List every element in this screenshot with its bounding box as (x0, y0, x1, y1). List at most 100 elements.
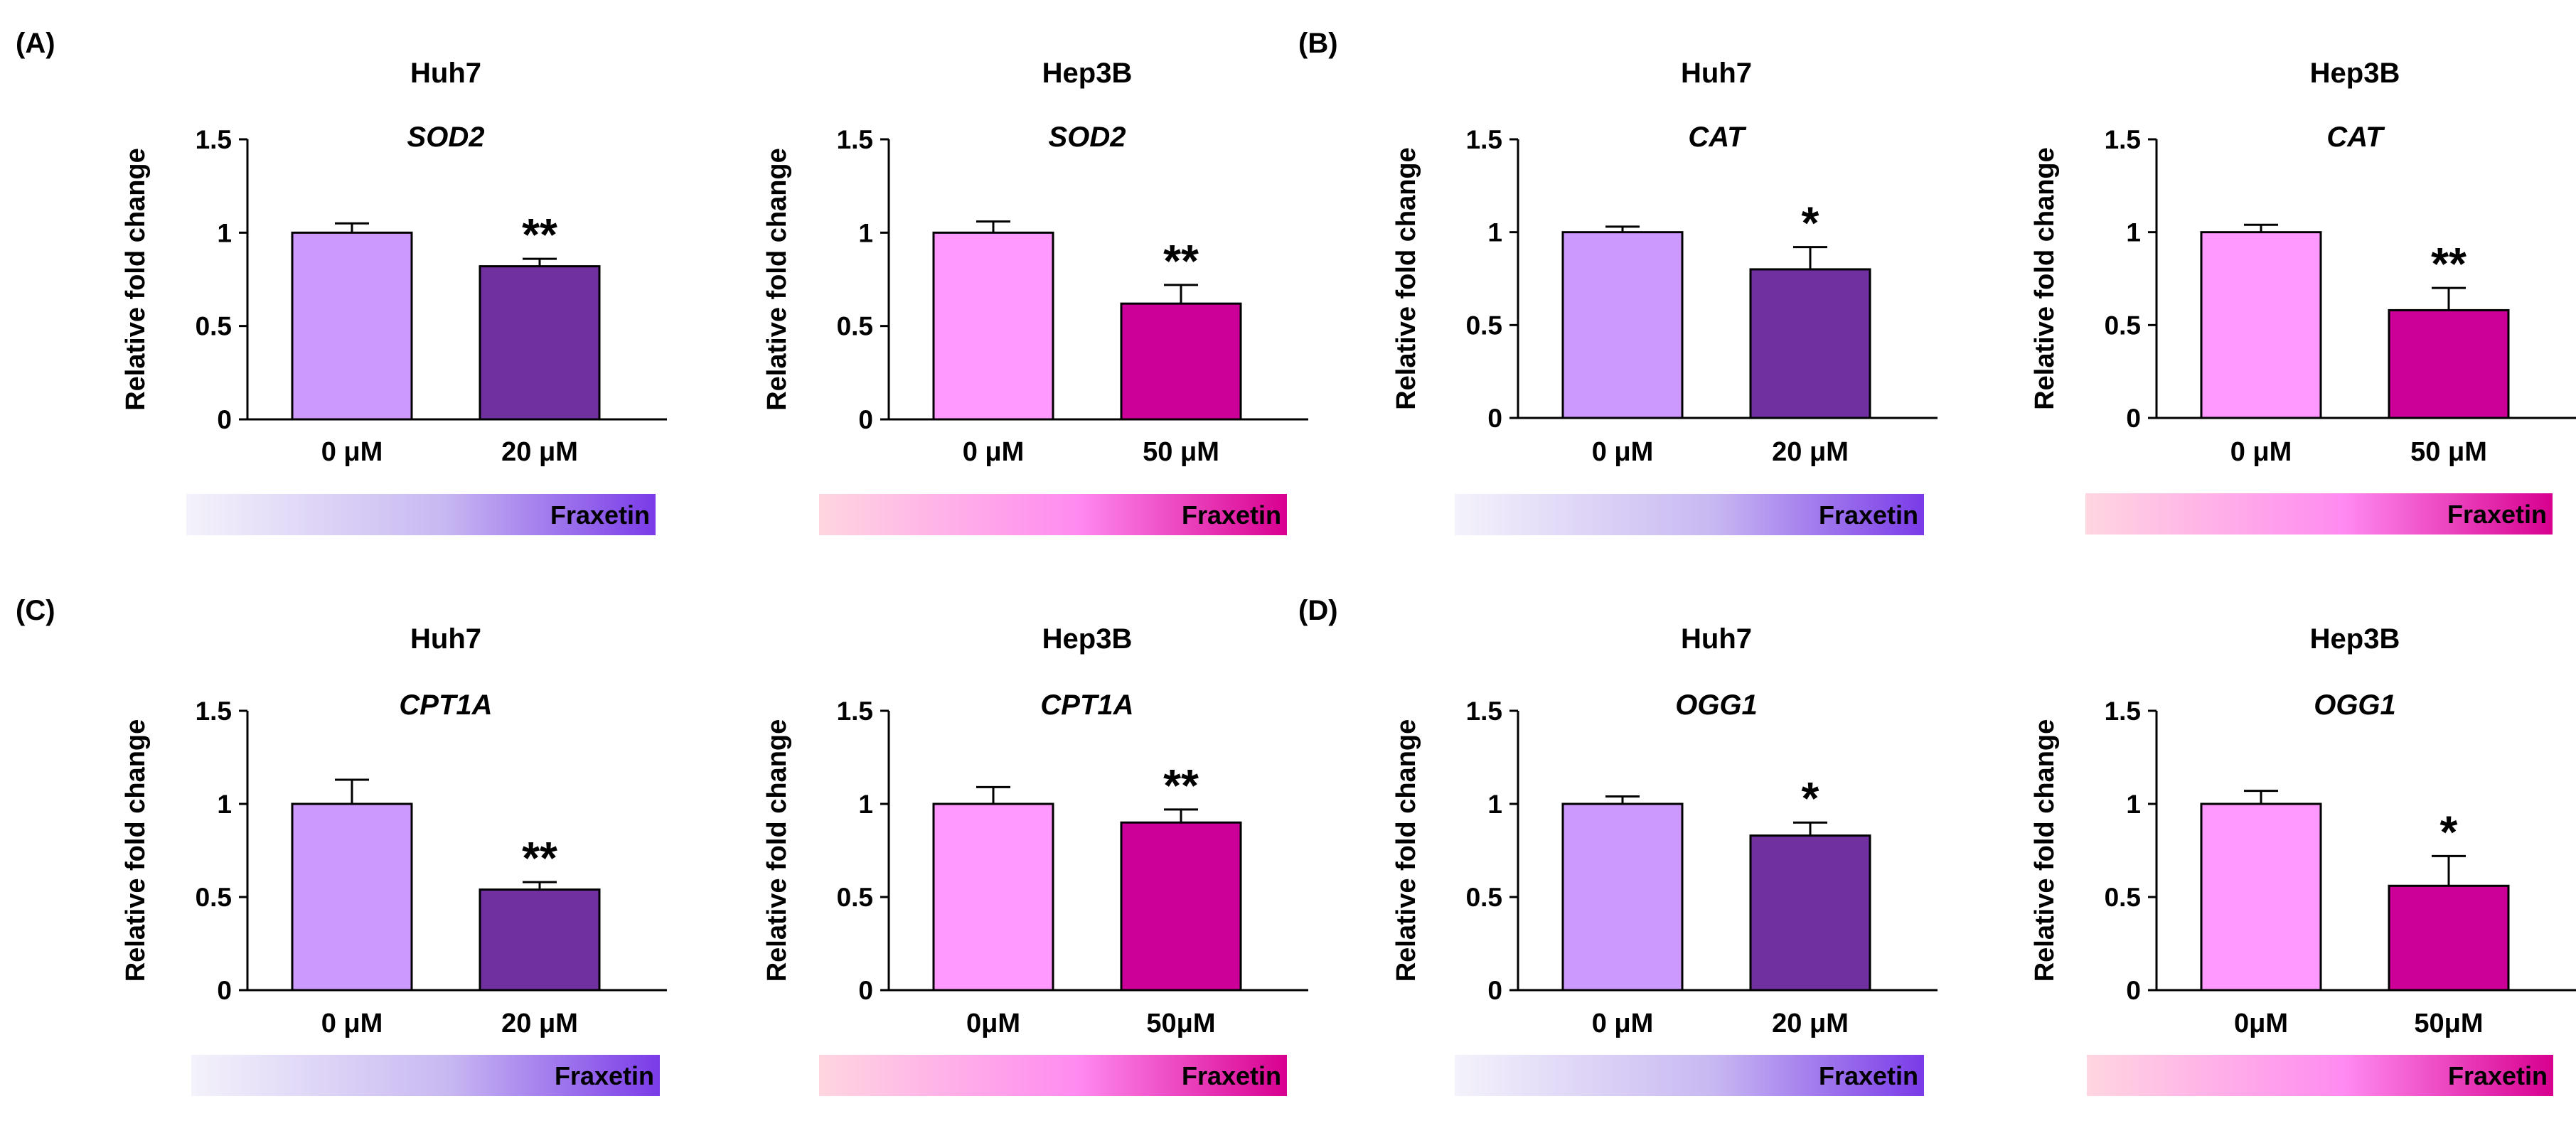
y-tick-label: 1 (217, 218, 232, 247)
bar-control (291, 231, 413, 421)
fraxetin-gradient-band: Fraxetin (819, 1055, 1287, 1096)
x-category-label: 50μM (1146, 1009, 1215, 1038)
y-axis-label: Relative fold change (1391, 147, 1421, 410)
significance-marker: ** (1163, 235, 1199, 286)
cell-line-title: Huh7 (410, 623, 481, 655)
y-tick-label: 0.5 (1466, 883, 1502, 912)
x-category-label: 50 μM (1143, 437, 1219, 467)
gene-title: CAT (1688, 122, 1747, 153)
bar-treated (1120, 821, 1242, 992)
x-category-label: 0 μM (321, 1009, 383, 1038)
y-tick-label: 0 (2126, 976, 2141, 1005)
gene-title: OGG1 (1675, 689, 1758, 721)
cell-line-title: Hep3B (1042, 58, 1133, 89)
x-category-label: 0μM (2234, 1009, 2288, 1038)
y-tick-label: 1.5 (196, 697, 232, 726)
y-tick-label: 1 (858, 790, 873, 819)
bar-control (932, 802, 1054, 992)
gene-title: OGG1 (2314, 689, 2396, 721)
x-category-label: 0 μM (321, 437, 383, 467)
fraxetin-gradient-band: Fraxetin (1455, 1055, 1924, 1096)
y-tick-label: 1.5 (196, 125, 232, 154)
x-category-label: 0 μM (1592, 1009, 1654, 1038)
cell-line-title: Hep3B (1042, 623, 1133, 655)
gradient-bar (1455, 494, 1924, 535)
chart-8: Hep3B OGG1 Relative fold change 0 0.5 1 1.5 0μM… (2030, 623, 2576, 1096)
gradient-bar (819, 494, 1287, 535)
cell-line-title: Huh7 (410, 58, 481, 89)
treatment-label: Fraxetin (2447, 500, 2547, 529)
significance-marker: ** (522, 209, 557, 260)
y-tick-label: 0 (858, 405, 873, 434)
gradient-bar (1455, 1055, 1924, 1096)
gene-title: SOD2 (1049, 122, 1126, 153)
x-category-label: 20 μM (1772, 437, 1849, 467)
fraxetin-gradient-band: Fraxetin (2085, 493, 2553, 535)
bar-treated (479, 265, 601, 421)
y-tick-label: 1 (858, 218, 873, 247)
y-axis-label: Relative fold change (1391, 719, 1421, 982)
chart-4: Hep3B CAT Relative fold change 0 0.5 1 1.5 0 μM… (2030, 58, 2576, 535)
significance-marker: * (1802, 773, 1819, 824)
y-tick-label: 0 (1487, 404, 1502, 433)
y-tick-label: 0.5 (837, 883, 873, 912)
gradient-bar (191, 1055, 660, 1096)
bar-control (291, 802, 413, 992)
y-tick-label: 1 (1487, 218, 1502, 247)
bar-treated (2388, 884, 2510, 992)
chart-7: Huh7 OGG1 Relative fold change 0 0.5 1 1.5 0 μM… (1391, 623, 1938, 1096)
y-tick-label: 0.5 (2105, 311, 2141, 340)
panel-label-d: (D) (1298, 595, 1338, 626)
x-category-label: 20 μM (501, 1009, 578, 1038)
treatment-label: Fraxetin (2448, 1061, 2548, 1090)
treatment-label: Fraxetin (1819, 500, 1918, 530)
treatment-label: Fraxetin (1182, 500, 1281, 530)
significance-marker: * (1802, 198, 1819, 249)
cell-line-title: Hep3B (2310, 623, 2400, 655)
fraxetin-gradient-band: Fraxetin (186, 494, 656, 535)
panel-label-b: (B) (1298, 28, 1338, 59)
x-category-label: 20 μM (1772, 1009, 1849, 1038)
bar-control (1561, 231, 1684, 419)
cell-line-title: Huh7 (1681, 58, 1752, 89)
y-tick-label: 1.5 (837, 125, 873, 154)
y-tick-label: 1.5 (2105, 125, 2141, 154)
x-category-label: 50 μM (2410, 437, 2487, 467)
fraxetin-gradient-band: Fraxetin (2087, 1055, 2553, 1096)
significance-marker: ** (2431, 238, 2467, 289)
bar-control (2200, 802, 2322, 992)
gene-title: SOD2 (407, 122, 485, 153)
y-axis-label: Relative fold change (121, 719, 151, 982)
y-tick-label: 1.5 (2105, 697, 2141, 726)
fraxetin-gradient-band: Fraxetin (819, 494, 1287, 535)
y-tick-label: 0.5 (1466, 311, 1502, 340)
panel-label-c: (C) (16, 595, 55, 626)
y-axis-label: Relative fold change (762, 719, 792, 982)
gradient-bar (819, 1055, 1287, 1096)
y-tick-label: 1 (217, 790, 232, 819)
gradient-bar (2087, 1055, 2553, 1096)
y-tick-label: 1 (2126, 218, 2141, 247)
y-tick-label: 0 (858, 976, 873, 1005)
x-category-label: 20 μM (501, 437, 578, 467)
y-tick-label: 0.5 (196, 883, 232, 912)
gene-title: CPT1A (399, 689, 492, 721)
significance-marker: * (2440, 806, 2458, 857)
y-tick-label: 1.5 (1466, 125, 1502, 154)
y-tick-label: 0 (217, 405, 232, 434)
y-axis-label: Relative fold change (2030, 719, 2060, 982)
bar-control (932, 231, 1054, 421)
y-tick-label: 0.5 (2105, 883, 2141, 912)
y-axis-label: Relative fold change (762, 148, 792, 411)
y-tick-label: 1.5 (1466, 697, 1502, 726)
y-axis-label: Relative fold change (2030, 147, 2060, 410)
charts-container: Huh7 SOD2 Relative fold change 0 0.5 1 1.5 0 μM… (121, 58, 2576, 1096)
x-category-label: 0 μM (1592, 437, 1654, 467)
fraxetin-gradient-band: Fraxetin (191, 1055, 660, 1096)
bar-treated (1749, 268, 1871, 419)
y-tick-label: 0 (1487, 976, 1502, 1005)
y-tick-label: 0 (2126, 404, 2141, 433)
cell-line-title: Huh7 (1681, 623, 1752, 655)
y-tick-label: 0.5 (837, 312, 873, 341)
y-tick-label: 0 (217, 976, 232, 1005)
